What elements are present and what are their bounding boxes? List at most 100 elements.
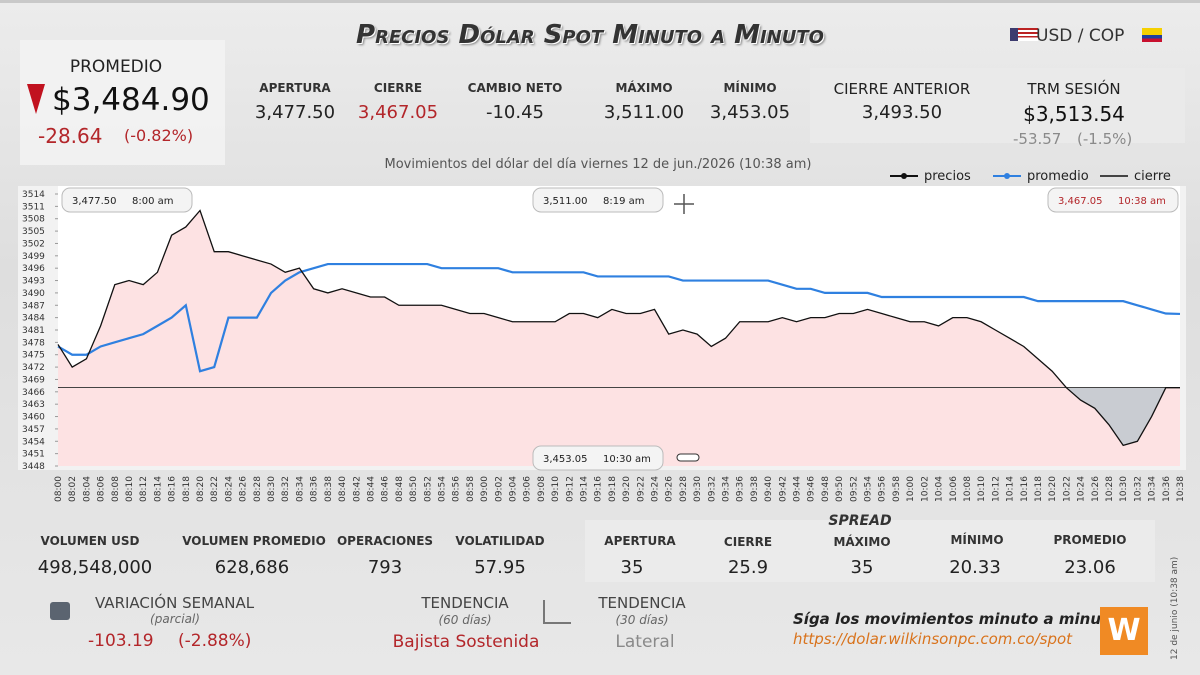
stat-label: CIERRE [373,81,423,95]
x-tick: 09:56 [878,476,888,502]
x-tick: 10:16 [1020,476,1030,502]
x-tick-label: 10:32 [1133,476,1143,502]
x-tick: 08:22 [210,476,220,502]
trend-value: Lateral [615,632,675,652]
weekly-label: VARIACIÓN SEMANAL [95,594,255,612]
x-tick: 08:48 [395,476,405,502]
x-tick: 08:52 [423,476,433,502]
spread-value: 35 [850,557,874,578]
x-tick: 08:50 [409,476,419,502]
x-tick: 10:04 [935,476,945,502]
x-tick: 08:44 [366,476,376,502]
subtitle: Movimientos del dólar del día viernes 12… [384,157,812,172]
annotation-box [532,445,664,471]
frame [0,0,1200,3]
x-tick: 10:20 [1048,476,1058,502]
spread-label: MÁXIMO [833,535,891,549]
x-tick-label: 08:56 [452,476,462,502]
trend-label: TENDENCIA [598,594,686,612]
x-tick-label: 10:28 [1105,476,1115,502]
down-arrow [27,84,45,114]
x-tick: 10:36 [1162,476,1172,502]
x-tick-label: 08:40 [338,476,348,502]
x-tick-label: 10:00 [906,476,916,502]
side-panel [810,68,1185,143]
x-tick: 09:32 [707,476,717,502]
y-tick-label: 3484 [22,314,45,324]
x-tick: 09:18 [608,476,618,502]
x-tick-label: 09:22 [636,476,646,502]
x-tick: 08:40 [338,476,348,502]
x-tick-label: 08:10 [125,476,135,502]
x-tick-label: 08:46 [381,476,391,502]
x-tick: 09:02 [494,476,504,502]
x-tick: 10:02 [920,476,930,502]
x-tick-label: 09:20 [622,476,632,502]
stat-value: 3,453.05 [709,102,791,123]
x-tick-label: 08:14 [153,476,163,502]
url[interactable]: https://dolar.wilkinsonpc.com.co/spot [793,630,1073,648]
x-tick-label: 09:56 [878,476,888,502]
x-tick-label: 09:44 [793,476,803,502]
x-tick-label: 10:08 [963,476,973,502]
x-tick-label: 09:14 [579,476,589,502]
legend-label: precios [924,169,971,184]
x-tick: 08:24 [224,476,234,502]
spread-label: MÍNIMO [950,533,1004,547]
x-tick: 08:06 [97,476,107,502]
x-tick: 08:58 [466,476,476,502]
x-tick-label: 08:06 [97,476,107,502]
x-tick-label: 09:36 [736,476,746,502]
x-tick-label: 09:54 [864,476,874,502]
y-tick-label: 3454 [22,437,45,447]
trm-change-pct: (-1.5%) [1077,130,1133,148]
y-tick-label: 3469 [22,375,45,385]
legend-label: cierre [1134,169,1171,184]
us-flag [1010,28,1038,41]
promedio-panel [20,40,225,165]
market-value: 57.95 [474,557,526,578]
x-tick-label: 09:06 [523,476,533,502]
x-tick-label: 08:16 [168,476,178,502]
y-tick-label: 3511 [22,202,45,212]
x-tick-label: 08:04 [82,476,92,502]
x-tick: 10:34 [1148,476,1158,502]
x-tick-label: 09:50 [835,476,845,502]
x-tick: 08:26 [239,476,249,502]
x-tick-label: 08:24 [224,476,234,502]
pair: USD / COP [1036,26,1125,46]
x-tick: 09:28 [679,476,689,502]
trm-change: -53.57 [1013,130,1062,148]
x-tick: 09:46 [807,476,817,502]
y-tick-label: 3487 [22,301,45,311]
x-tick: 09:06 [523,476,533,502]
trend-note: (60 días) [438,613,492,627]
annotation-time: 10:30 am [603,454,651,465]
x-tick: 09:50 [835,476,845,502]
x-tick-label: 09:48 [821,476,831,502]
legend-label: promedio [1027,169,1089,184]
stat-label: MÍNIMO [723,81,777,95]
x-tick-label: 08:20 [196,476,206,502]
x-tick: 09:08 [537,476,547,502]
annotation-value: 3,453.05 [543,454,588,465]
y-tick-label: 3496 [22,264,45,274]
x-tick: 08:12 [139,476,149,502]
x-tick: 10:12 [991,476,1001,502]
x-tick: 10:24 [1077,476,1087,502]
x-tick-label: 10:10 [977,476,987,502]
x-tick-label: 08:52 [423,476,433,502]
spread-panel [585,520,1155,582]
x-tick-label: 09:34 [722,476,732,502]
y-tick-label: 3475 [22,351,45,361]
stat-label: MÁXIMO [615,81,673,95]
co-flag [1142,28,1162,42]
x-tick-label: 10:38 [1176,476,1186,502]
x-tick: 09:12 [565,476,575,502]
x-tick: 10:28 [1105,476,1115,502]
cierre-anterior-value: 3,493.50 [861,102,943,123]
x-tick-label: 08:50 [409,476,419,502]
x-tick: 08:04 [82,476,92,502]
x-tick-label: 10:26 [1091,476,1101,502]
promedio-change: -28.64 [38,124,103,148]
